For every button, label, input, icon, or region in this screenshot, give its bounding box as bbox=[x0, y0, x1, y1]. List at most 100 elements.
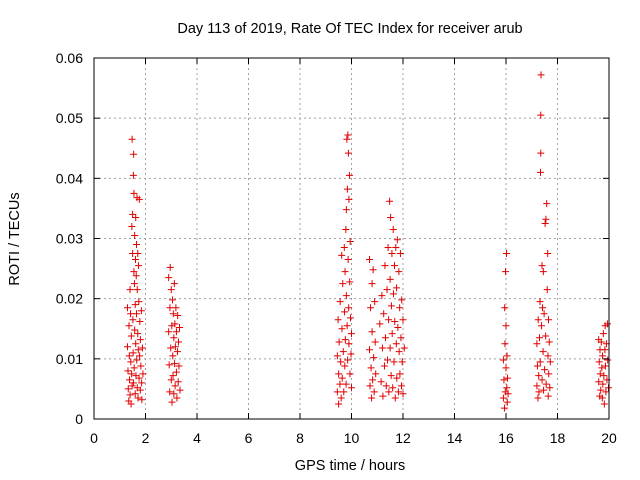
data-point bbox=[597, 386, 605, 394]
data-point bbox=[601, 362, 609, 370]
data-point bbox=[387, 372, 395, 380]
data-point bbox=[600, 400, 608, 408]
data-point bbox=[595, 378, 603, 386]
data-point bbox=[170, 334, 178, 342]
data-point bbox=[544, 316, 552, 324]
data-point bbox=[384, 244, 392, 252]
data-point bbox=[388, 330, 396, 338]
x-tick-label: 0 bbox=[90, 430, 98, 446]
data-point bbox=[366, 382, 374, 390]
data-point bbox=[126, 376, 134, 384]
x-tick-label: 4 bbox=[193, 430, 201, 446]
data-point bbox=[596, 370, 604, 378]
data-point bbox=[171, 360, 179, 368]
data-point bbox=[535, 388, 543, 396]
data-point bbox=[168, 398, 176, 406]
data-point bbox=[172, 328, 180, 336]
data-point bbox=[501, 268, 509, 276]
data-point bbox=[390, 358, 398, 366]
data-point bbox=[536, 358, 544, 366]
data-point bbox=[598, 394, 606, 402]
chart-title: Day 113 of 2019, Rate Of TEC Index for r… bbox=[177, 21, 522, 37]
data-point bbox=[534, 316, 542, 324]
data-point bbox=[130, 268, 138, 276]
data-point bbox=[137, 307, 145, 315]
x-tick-label: 10 bbox=[344, 430, 360, 446]
data-point bbox=[400, 344, 408, 352]
axis-ticks bbox=[93, 57, 610, 420]
data-point bbox=[130, 189, 138, 197]
x-axis-label: GPS time / hours bbox=[295, 458, 405, 474]
data-point bbox=[132, 340, 140, 348]
data-point bbox=[340, 388, 348, 396]
data-point bbox=[394, 324, 402, 332]
data-point bbox=[172, 304, 180, 312]
data-point bbox=[337, 358, 345, 366]
data-point bbox=[130, 150, 138, 158]
data-point bbox=[138, 379, 146, 387]
data-point bbox=[392, 244, 400, 252]
data-point bbox=[134, 394, 142, 402]
data-point bbox=[175, 362, 183, 370]
data-point bbox=[166, 304, 174, 312]
x-tick-label: 20 bbox=[601, 430, 617, 446]
data-point bbox=[337, 394, 345, 402]
data-point bbox=[129, 316, 137, 324]
data-point bbox=[343, 185, 351, 193]
data-point bbox=[346, 314, 354, 322]
data-point bbox=[342, 225, 350, 233]
data-point bbox=[135, 262, 143, 270]
data-point bbox=[386, 197, 394, 205]
data-point bbox=[499, 394, 507, 402]
data-point bbox=[132, 213, 140, 221]
data-point bbox=[336, 380, 344, 388]
y-tick-label: 0.01 bbox=[56, 351, 83, 367]
data-point bbox=[544, 352, 552, 360]
data-point bbox=[399, 390, 407, 398]
data-point bbox=[385, 388, 393, 396]
data-point bbox=[132, 310, 140, 318]
data-point bbox=[541, 366, 549, 374]
x-tick-label: 8 bbox=[296, 430, 304, 446]
data-point bbox=[335, 370, 343, 378]
data-point bbox=[124, 367, 132, 375]
data-point bbox=[503, 398, 511, 406]
data-point bbox=[534, 394, 542, 402]
x-tick-label: 6 bbox=[245, 430, 253, 446]
data-point bbox=[539, 304, 547, 312]
data-point bbox=[127, 310, 135, 318]
data-point bbox=[538, 322, 546, 330]
x-axis-tick-labels: 0 2 4 6 8 10 12 14 16 18 20 bbox=[90, 430, 617, 446]
data-point bbox=[533, 340, 541, 348]
data-point bbox=[176, 386, 184, 394]
data-point bbox=[540, 386, 548, 394]
data-point bbox=[385, 316, 393, 324]
data-point bbox=[172, 368, 180, 376]
data-point bbox=[345, 340, 353, 348]
data-point bbox=[539, 348, 547, 356]
data-point bbox=[127, 400, 135, 408]
data-point bbox=[386, 344, 394, 352]
data-point bbox=[535, 372, 543, 380]
data-point bbox=[370, 388, 378, 396]
data-point bbox=[137, 362, 145, 370]
data-point bbox=[538, 376, 546, 384]
data-point bbox=[542, 380, 550, 388]
data-point bbox=[599, 352, 607, 360]
data-point bbox=[169, 352, 177, 360]
data-point bbox=[342, 380, 350, 388]
data-point bbox=[599, 330, 607, 338]
data-point bbox=[398, 296, 406, 304]
data-point bbox=[339, 348, 347, 356]
data-point bbox=[126, 391, 134, 399]
data-point bbox=[395, 348, 403, 356]
data-point bbox=[544, 250, 552, 258]
data-point bbox=[542, 332, 550, 340]
data-point bbox=[340, 244, 348, 252]
data-point bbox=[165, 361, 173, 369]
data-point bbox=[394, 388, 402, 396]
data-point bbox=[135, 374, 143, 382]
data-point bbox=[604, 356, 612, 364]
data-point bbox=[540, 310, 548, 318]
data-point bbox=[342, 292, 350, 300]
